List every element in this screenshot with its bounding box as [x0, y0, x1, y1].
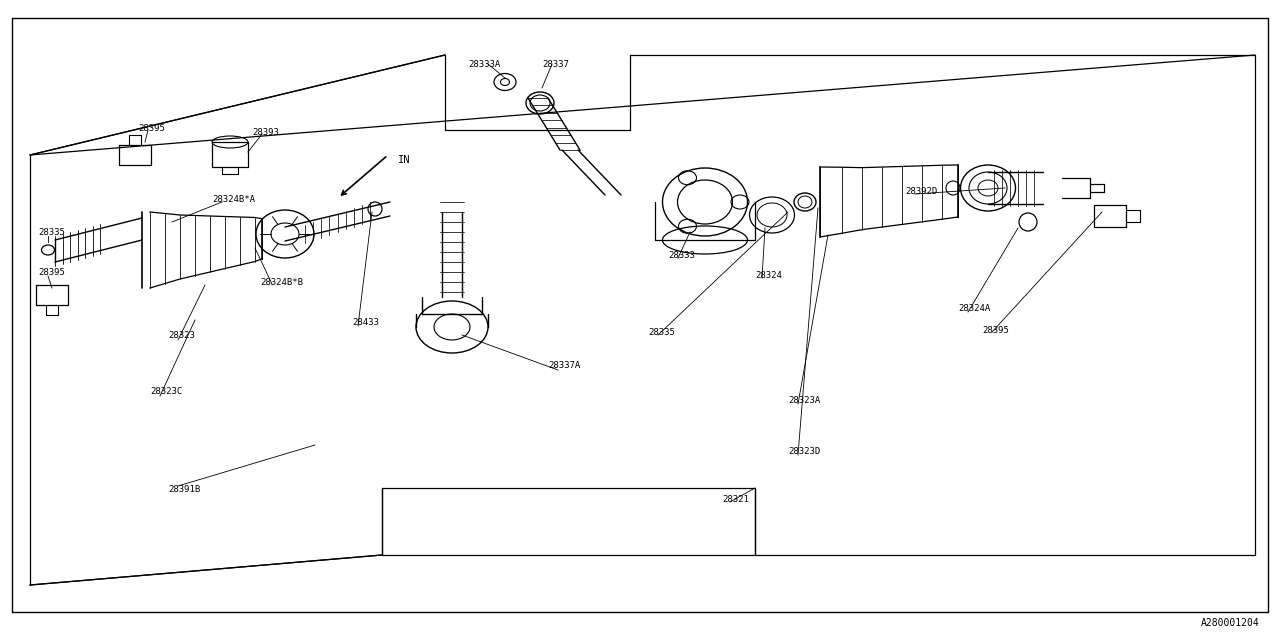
- Text: 28335: 28335: [648, 328, 675, 337]
- Text: 28333: 28333: [668, 250, 695, 259]
- Text: 28391B: 28391B: [168, 486, 200, 495]
- Text: 28333A: 28333A: [468, 60, 500, 68]
- Text: 28393: 28393: [252, 127, 279, 136]
- Text: 28337A: 28337A: [548, 360, 580, 369]
- Text: 28324B*B: 28324B*B: [260, 278, 303, 287]
- Text: IN: IN: [398, 155, 411, 165]
- Text: 28323C: 28323C: [150, 387, 182, 397]
- Text: 28433: 28433: [352, 317, 379, 326]
- Text: 28337: 28337: [541, 60, 568, 68]
- Text: 28323A: 28323A: [788, 396, 820, 404]
- Text: 28395: 28395: [138, 124, 165, 132]
- Text: 28324B*A: 28324B*A: [212, 195, 255, 205]
- Text: 28392D: 28392D: [905, 188, 937, 196]
- Text: 28335: 28335: [38, 227, 65, 237]
- Text: 28324: 28324: [755, 271, 782, 280]
- Text: 28323D: 28323D: [788, 447, 820, 456]
- Text: A280001204: A280001204: [1201, 618, 1260, 628]
- Text: 28395: 28395: [982, 326, 1009, 335]
- Text: 28321: 28321: [722, 495, 749, 504]
- Text: 28324A: 28324A: [957, 303, 991, 312]
- Text: 28323: 28323: [168, 330, 195, 339]
- Text: 28395: 28395: [38, 268, 65, 276]
